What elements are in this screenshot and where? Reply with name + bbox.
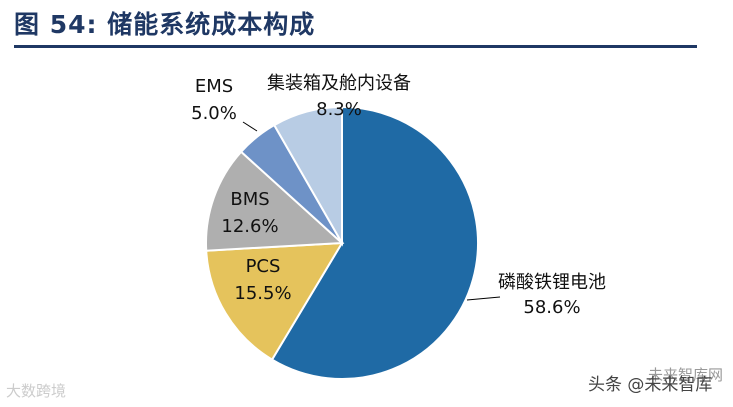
pie-slice-0 — [270, 105, 479, 380]
pie-slice-4 — [272, 105, 343, 247]
watermark-overlay: 未来智库网 — [648, 366, 724, 384]
leader-line-0 — [466, 296, 501, 301]
slice-value-0: 58.6% — [523, 297, 580, 318]
slice-label-0: 磷酸铁锂电池 — [498, 272, 606, 293]
slice-value-4: 8.3% — [316, 99, 362, 120]
title-divider — [14, 45, 697, 48]
slice-label-3: EMS — [195, 76, 233, 97]
pie-slice-1 — [205, 241, 344, 361]
leader-lines — [242, 121, 501, 301]
slice-value-2: 12.6% — [221, 216, 278, 237]
watermark-bottom-right: 头条 @未来智库 — [588, 375, 713, 395]
pie-slice-2 — [205, 150, 345, 252]
chart-title: 图 54: 储能系统成本构成 — [14, 10, 316, 39]
slice-value-3: 5.0% — [191, 103, 237, 124]
slice-labels: 磷酸铁锂电池 58.6% PCS 15.5% BMS 12.6% EMS 5.0% 集装箱及舱内… — [191, 73, 606, 318]
slice-value-1: 15.5% — [234, 283, 291, 304]
leader-line-3 — [242, 121, 258, 132]
slice-label-2: BMS — [230, 189, 269, 210]
pie-slices — [205, 105, 479, 380]
slice-label-4: 集装箱及舱内设备 — [267, 73, 411, 94]
slice-label-1: PCS — [246, 256, 281, 277]
watermark-bottom-left: 大数跨境 — [6, 382, 67, 400]
